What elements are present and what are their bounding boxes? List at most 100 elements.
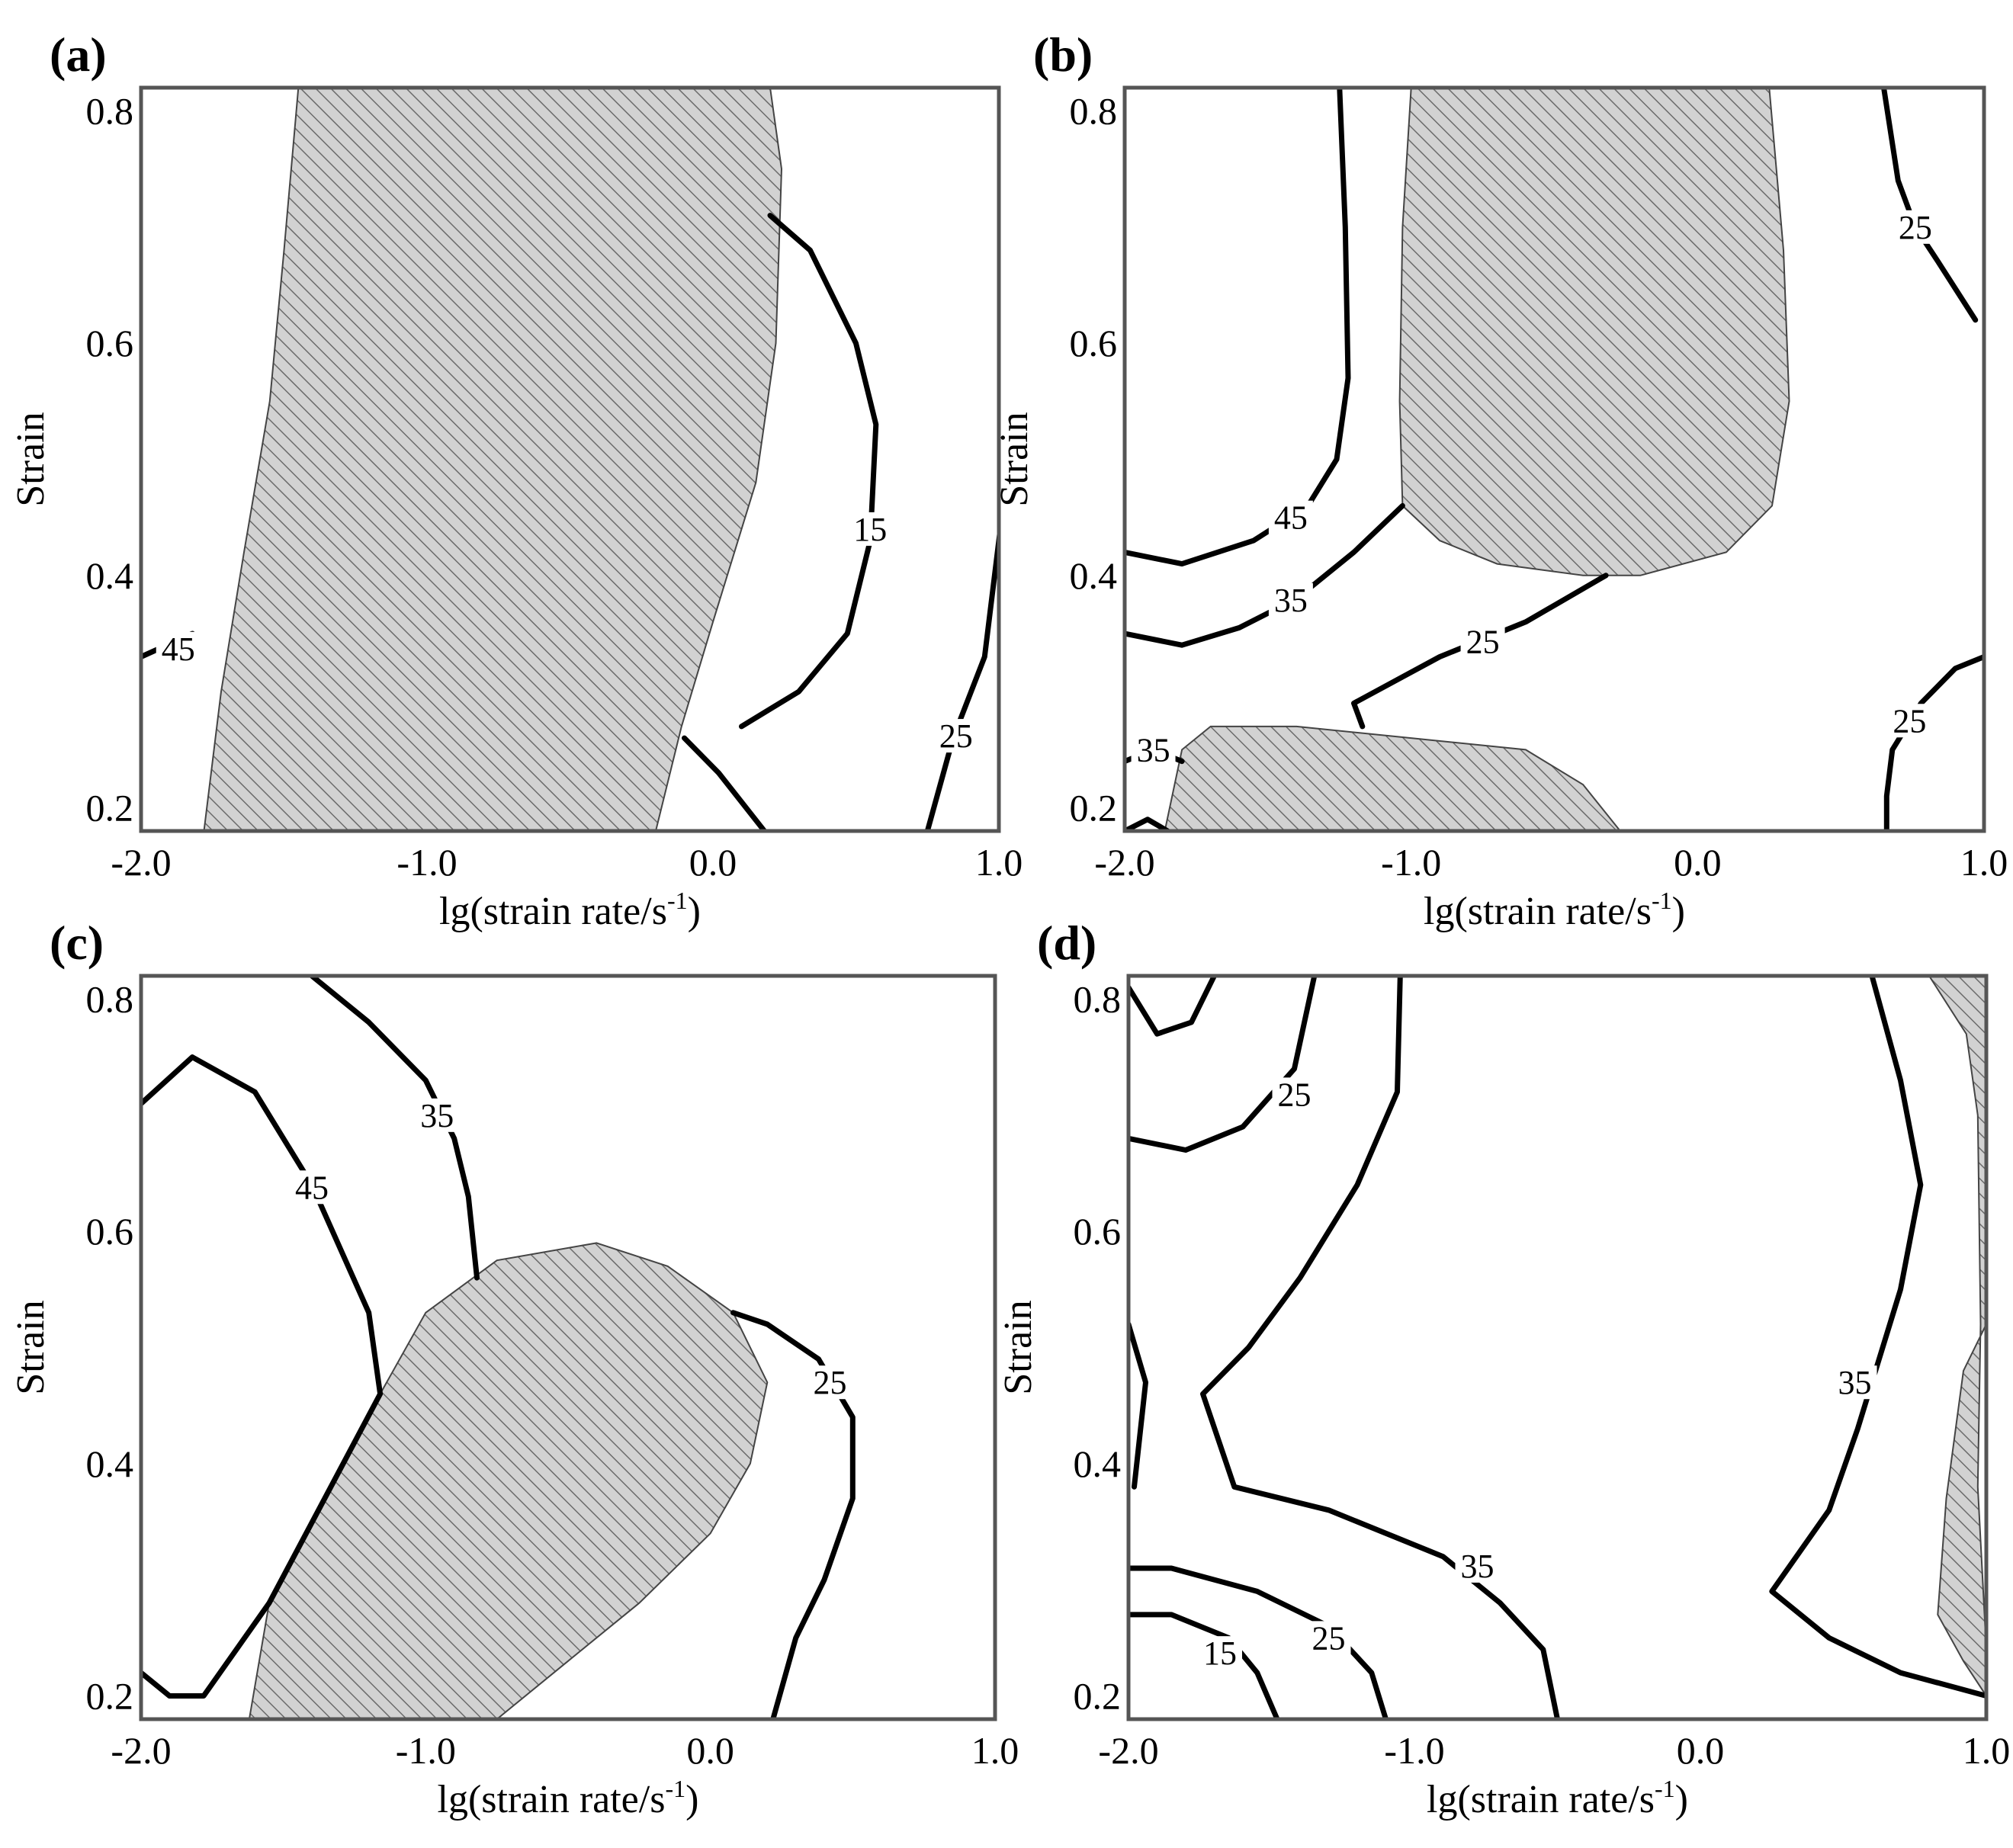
y-tick-label: 0.8 (86, 977, 134, 1020)
contour-label: 25 (1312, 1619, 1346, 1657)
hatched-region (1398, 88, 1790, 576)
x-tick-label: -2.0 (111, 1729, 171, 1772)
x-tick-label: 1.0 (1960, 841, 2008, 884)
contour-label: 25 (1893, 702, 1926, 740)
contour-label-bg (1893, 210, 1938, 244)
y-tick-label: 0.2 (86, 1675, 134, 1718)
panel-label: (b) (1033, 27, 1093, 82)
contour-label-bg (1268, 500, 1313, 534)
contour-label-bg (1460, 624, 1505, 659)
y-tick-label: 0.4 (86, 1442, 134, 1485)
y-axis-label: Strain (9, 1300, 53, 1394)
contour-label: 35 (420, 1097, 454, 1134)
contour-line (1125, 817, 1170, 831)
plot-area: 45 35 25 (141, 976, 856, 1719)
hatched-region (248, 1242, 769, 1719)
plot-frame (139, 85, 1001, 833)
contour-line (1128, 976, 1318, 1153)
contour-label: 35 (1461, 1548, 1494, 1585)
y-tick-label: 0.6 (86, 322, 134, 364)
contour-label: 35 (1274, 582, 1308, 619)
contour-line (1125, 88, 1351, 567)
x-axis-label: lg(strain rate/s-1) (1427, 1775, 1688, 1821)
y-tick-label: 0.2 (1074, 1675, 1122, 1718)
contour-label-bg (1832, 1365, 1877, 1400)
contour-label: 45 (162, 630, 195, 668)
hatched-region (1928, 976, 1986, 1698)
x-tick-label: -1.0 (1381, 841, 1441, 884)
contour-line (739, 213, 879, 730)
y-tick-label: 0.8 (1074, 977, 1122, 1020)
contour-line (730, 1310, 856, 1719)
contour-line (1200, 976, 1560, 1719)
panels: 45 15 25 (a) -2.0 -1.0 0.0 1.0 0.2 0.4 0.6 0.8 lg(st… (9, 27, 2010, 1821)
contour-line (924, 518, 999, 831)
contour-line (1125, 502, 1405, 648)
contour-label-bg (1198, 1636, 1242, 1670)
panel-label: (c) (50, 916, 104, 970)
y-tick-label: 0.4 (1070, 554, 1118, 597)
hatched-region (1164, 725, 1622, 831)
contour-label-bg (1455, 1548, 1500, 1583)
contour-line (1883, 654, 1984, 831)
panel-a: 45 15 25 (a) -2.0 -1.0 0.0 1.0 0.2 0.4 0.6 0.8 lg(st… (9, 27, 1023, 933)
contour-label: 25 (1899, 209, 1932, 246)
y-tick-label: 0.6 (1074, 1210, 1122, 1253)
panel-d: 25 35 25 15 35 (d) -2.0 -1.0 0.0 1.0 0.2 0.4 0.6 0.8 l… (997, 916, 2010, 1821)
contour-label: 25 (939, 717, 973, 755)
x-tick-label: 0.0 (1677, 1729, 1725, 1772)
x-tick-label: -1.0 (396, 1729, 456, 1772)
contour-label: 25 (1278, 1076, 1312, 1113)
contour-label-bg (1306, 1621, 1351, 1655)
contour-label-bg (933, 719, 978, 753)
panel-label: (d) (1037, 916, 1096, 970)
contour-label: 15 (1203, 1635, 1237, 1672)
y-axis-label: Strain (993, 412, 1036, 506)
contour-label-bg (415, 1098, 460, 1132)
contour-label: 25 (1466, 624, 1500, 661)
contour-line (1128, 1321, 1148, 1490)
y-tick-label: 0.4 (86, 554, 134, 597)
y-tick-label: 0.2 (86, 787, 134, 829)
y-tick-label: 0.8 (86, 89, 134, 132)
x-axis-label: lg(strain rate/s-1) (438, 1775, 699, 1821)
y-tick-label: 0.2 (1070, 787, 1118, 829)
plot-area: 25 35 25 15 35 (1128, 976, 1986, 1719)
contour-label-bg (290, 1170, 334, 1205)
y-axis-label: Strain (997, 1300, 1040, 1394)
x-tick-label: 0.0 (689, 841, 737, 884)
panel-b: 45 35 25 35 25 25 (b) -2.0 -1.0 0.0 1.0 0.2 0.4 0.6 0.… (993, 27, 2008, 933)
y-tick-label: 0.6 (1070, 322, 1118, 364)
contour-label: 15 (853, 511, 887, 548)
contour-label-bg (807, 1365, 852, 1400)
y-tick-label: 0.6 (86, 1210, 134, 1253)
panel-label: (a) (50, 27, 107, 82)
contour-label-bg (1131, 733, 1176, 767)
contour-label-bg (1268, 582, 1313, 617)
contour-label: 45 (1274, 499, 1308, 537)
x-tick-label: -2.0 (111, 841, 171, 884)
plot-frame (139, 974, 997, 1721)
contour-line (1128, 976, 1217, 1037)
x-tick-label: 1.0 (975, 841, 1023, 884)
x-tick-label: -2.0 (1094, 841, 1154, 884)
contour-label: 25 (813, 1364, 846, 1401)
x-tick-label: -1.0 (396, 841, 457, 884)
contour-line (682, 735, 767, 831)
contour-label-bg (1272, 1077, 1317, 1112)
plot-area: 45 15 25 (141, 88, 999, 831)
y-axis-label: Strain (9, 412, 53, 506)
x-axis-label: lg(strain rate/s-1) (1424, 887, 1685, 933)
x-tick-label: 1.0 (1963, 1729, 2011, 1772)
contour-label-bg (156, 631, 201, 666)
x-tick-label: 0.0 (686, 1729, 734, 1772)
x-tick-label: -2.0 (1098, 1729, 1158, 1772)
contour-line (1351, 573, 1609, 730)
x-tick-label: -1.0 (1384, 1729, 1444, 1772)
y-tick-label: 0.8 (1070, 89, 1118, 132)
panel-c: 45 35 25 (c) -2.0 -1.0 0.0 1.0 0.2 0.4 0.6 0.8 lg(st… (9, 916, 1019, 1821)
plot-frame (1126, 974, 1989, 1721)
contour-label-bg (848, 512, 893, 546)
plot-frame (1122, 85, 1986, 833)
